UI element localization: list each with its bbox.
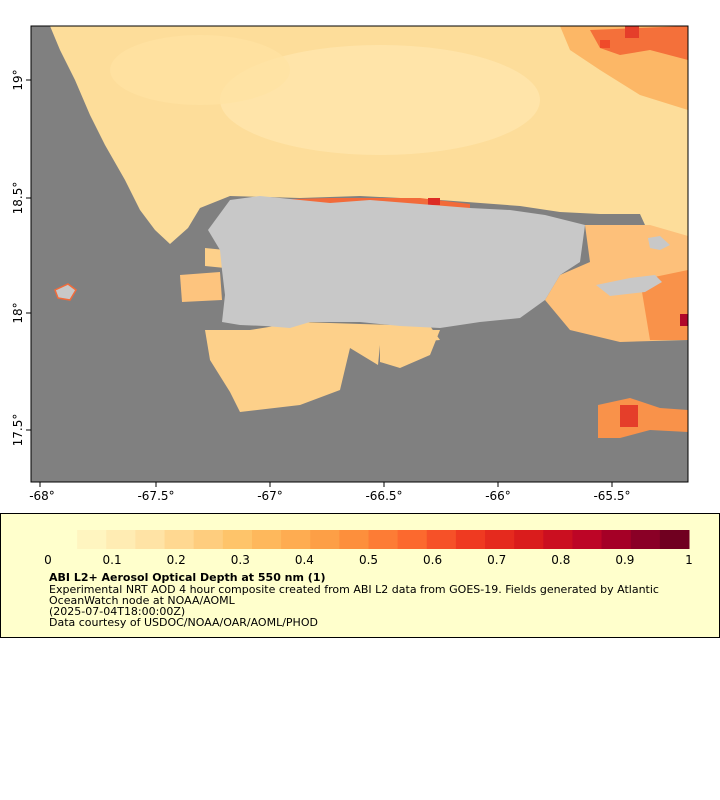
colorbar-swatch (164, 530, 195, 549)
lat-tick-label: 19° (11, 69, 25, 90)
colorbar-swatch (426, 530, 457, 549)
colorbar-tick-label: 1 (685, 553, 693, 567)
colorbar-swatch (368, 530, 399, 549)
colorbar-swatch (310, 530, 340, 549)
aod-hotspot (428, 198, 440, 205)
aod-field-northeast-peak (590, 26, 688, 60)
colorbar-swatch (48, 530, 78, 549)
colorbar-tick-label: 0.6 (423, 553, 442, 567)
colorbar-tick-label: 0.1 (103, 553, 122, 567)
colorbar-swatch (455, 530, 486, 549)
aod-hotspot (620, 405, 638, 427)
aod-field-south-east (380, 330, 440, 368)
legend-description: Experimental NRT AOD 4 hour composite cr… (49, 583, 659, 596)
island-mona-outline (54, 283, 77, 301)
colorbar-swatch (572, 530, 603, 549)
colorbar-swatch (485, 530, 515, 549)
lon-tick-label: -67° (257, 489, 283, 503)
colorbar-swatch (106, 530, 136, 549)
lon-axis: -68° -67.5° -67° -66.5° -66° -65.5° (29, 482, 631, 503)
aod-field-west-patch (180, 272, 222, 302)
lat-tick-label: 17.5° (11, 414, 25, 447)
colorbar-tick-label: 0 (44, 553, 52, 567)
colorbar-swatch (251, 530, 282, 549)
colorbar-swatch (543, 530, 573, 549)
aod-map[interactable]: -68° -67.5° -67° -66.5° -66° -65.5° 19° … (0, 0, 720, 512)
legend-credit: Data courtesy of USDOC/NOAA/OAR/AOML/PHO… (49, 616, 318, 629)
aod-hotspot (625, 26, 639, 38)
colorbar-swatch (77, 530, 107, 549)
colorbar-tick-label: 0.2 (167, 553, 186, 567)
colorbar-ticks: 0 0.1 0.2 0.3 0.4 0.5 0.6 0.7 0.8 0.9 1 (44, 553, 693, 567)
colorbar-tick-label: 0.3 (231, 553, 250, 567)
legend-title: ABI L2+ Aerosol Optical Depth at 550 nm … (49, 571, 326, 584)
colorbar-swatch (514, 530, 544, 549)
colorbar-swatch (601, 530, 632, 549)
colorbar-swatch (135, 530, 166, 549)
legend-panel: 0 0.1 0.2 0.3 0.4 0.5 0.6 0.7 0.8 0.9 1 ABI L2+ Ae… (0, 513, 720, 638)
colorbar-swatch (222, 530, 253, 549)
aod-hotspot (680, 314, 688, 326)
colorbar-swatch (630, 530, 661, 549)
aod-patch-light (220, 45, 540, 155)
colorbar-swatch (397, 530, 428, 549)
lat-tick-label: 18° (11, 302, 25, 323)
legend-description-cont: OceanWatch node at NOAA/AOML (49, 594, 235, 607)
lon-tick-label: -65.5° (593, 489, 630, 503)
lat-axis: 19° 18.5° 18° 17.5° (11, 69, 31, 446)
land-culebra (648, 236, 670, 250)
aod-patch-light (110, 35, 290, 105)
colorbar-tick-label: 0.9 (615, 553, 634, 567)
colorbar-tick-label: 0.7 (487, 553, 506, 567)
colorbar: 0 0.1 0.2 0.3 0.4 0.5 0.6 0.7 0.8 0.9 1 (44, 530, 693, 567)
lon-tick-label: -66° (485, 489, 511, 503)
colorbar-swatch (339, 530, 369, 549)
land-vieques (596, 275, 662, 296)
colorbar-tick-label: 0.8 (551, 553, 570, 567)
colorbar-tick-label: 0.5 (359, 553, 378, 567)
lon-tick-label: -68° (29, 489, 55, 503)
land-puerto-rico (208, 196, 585, 328)
lon-tick-label: -66.5° (365, 489, 402, 503)
colorbar-swatch (659, 530, 690, 549)
aod-hotspot (600, 40, 610, 48)
aod-field-west-patch (205, 248, 225, 268)
legend-timestamp: (2025-07-04T18:00:00Z) (49, 605, 186, 618)
colorbar-swatch (281, 530, 311, 549)
map-frame (30, 25, 689, 483)
lon-tick-label: -67.5° (137, 489, 174, 503)
lat-tick-label: 18.5° (11, 182, 25, 215)
colorbar-swatches (48, 530, 690, 549)
colorbar-swatch (193, 530, 224, 549)
colorbar-tick-label: 0.4 (295, 553, 314, 567)
